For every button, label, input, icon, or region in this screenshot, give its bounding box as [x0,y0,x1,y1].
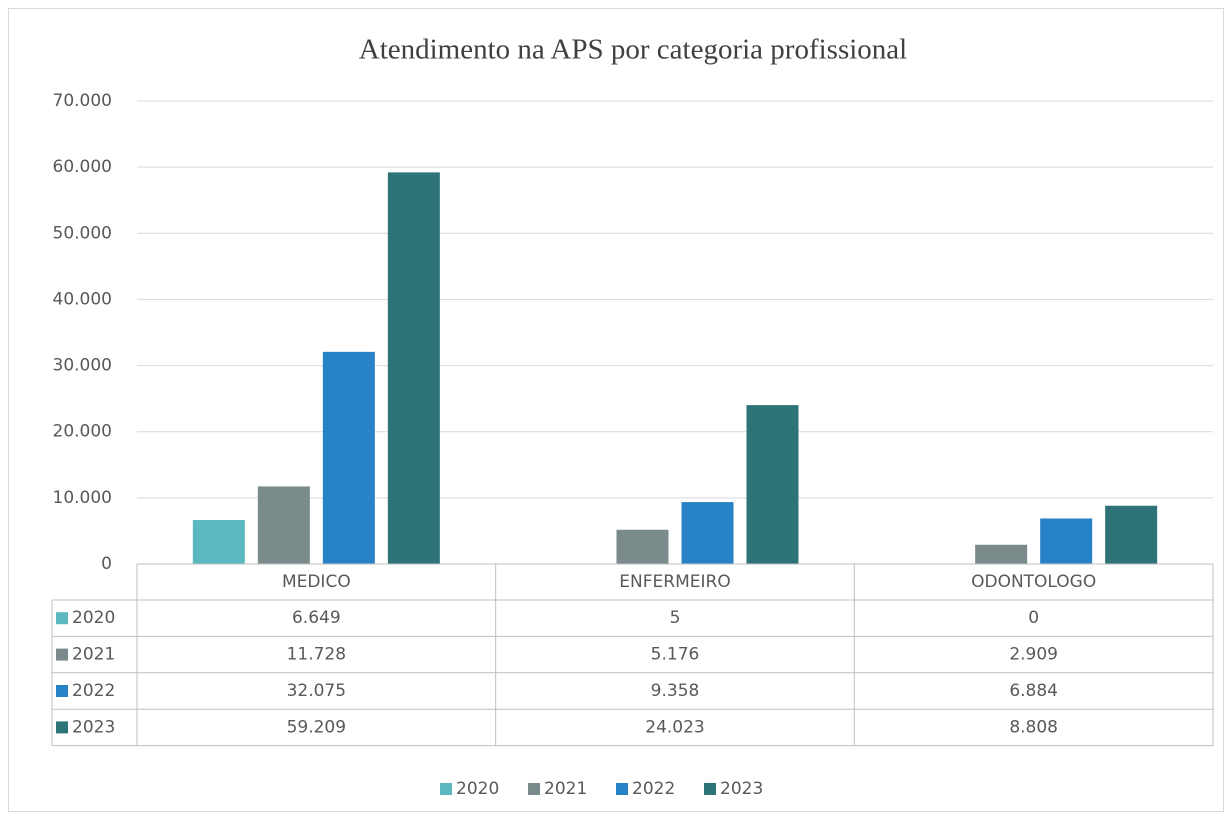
y-tick-label: 40.000 [53,289,112,309]
table-cell: 11.728 [287,645,346,665]
y-tick-label: 30.000 [53,356,112,376]
bar [1040,518,1093,564]
bar [192,520,245,564]
table-cell: 5.176 [651,645,700,665]
legend-label: 2023 [720,779,763,799]
y-tick-label: 60.000 [53,157,112,177]
bar [746,405,799,564]
bar [257,486,310,564]
legend-key [56,648,68,661]
table-cell: 2.909 [1009,645,1058,665]
table-cell: 6.649 [292,608,341,628]
x-tick-label: ENFERMEIRO [619,572,730,592]
row-header: 2023 [72,717,115,737]
legend-key [56,685,68,697]
table-cell: 32.075 [287,681,346,701]
legend-key [528,783,540,795]
table-cell: 5 [670,608,681,628]
row-header: 2021 [72,645,115,665]
table-cell: 9.358 [651,681,700,701]
table-cell: 8.808 [1009,717,1058,737]
bar [681,502,734,564]
legend-key [440,783,452,795]
table-cell: 24.023 [645,717,704,737]
chart-title: Atendimento na APS por categoria profiss… [359,34,907,66]
legend-key [56,612,68,625]
legend-label: 2022 [632,779,675,799]
bar [616,529,669,564]
bar [975,544,1028,564]
row-header: 2022 [72,681,115,701]
table-cell: 59.209 [287,717,346,737]
table-cell: 0 [1028,608,1039,628]
row-header: 2020 [72,608,115,628]
legend-key [616,783,628,795]
y-tick-label: 10.000 [53,488,112,508]
bar [322,351,375,564]
y-tick-label: 70.000 [53,91,112,111]
legend-label: 2021 [544,779,587,799]
chart-border [8,8,1224,812]
legend-key [704,783,716,795]
y-tick-label: 20.000 [53,422,112,442]
y-tick-label: 0 [101,554,112,574]
bar [1105,505,1158,564]
legend-key [56,721,68,734]
legend-label: 2020 [456,779,499,799]
x-tick-label: ODONTOLOGO [971,572,1096,592]
y-tick-label: 50.000 [53,223,112,243]
table-cell: 6.884 [1009,681,1058,701]
x-tick-label: MEDICO [282,572,351,592]
bar [387,172,440,564]
